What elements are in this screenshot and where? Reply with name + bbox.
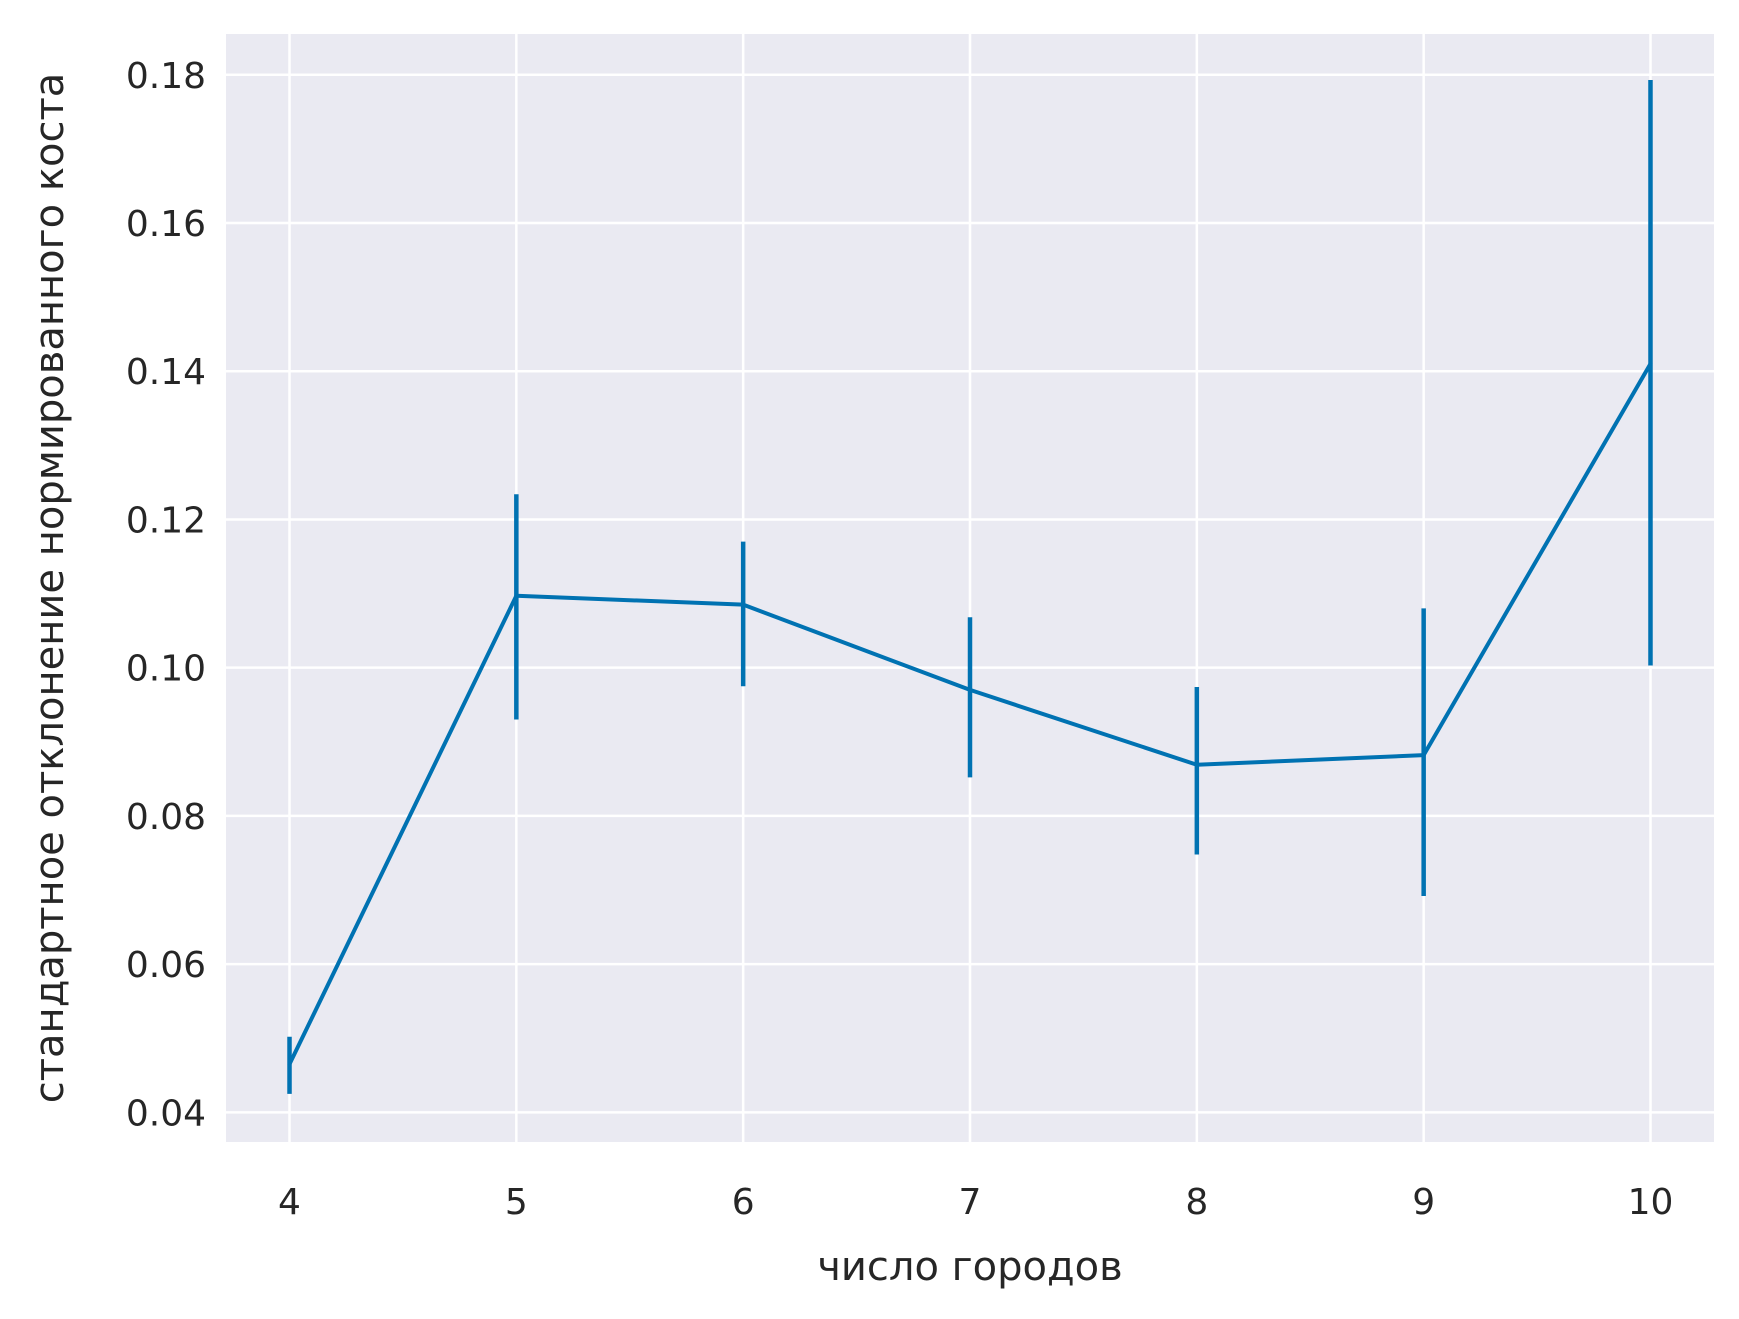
y-tick-label: 0.04 [126, 1093, 206, 1134]
x-tick-label: 7 [959, 1182, 982, 1223]
data-point [741, 602, 746, 607]
x-tick-label: 5 [505, 1182, 528, 1223]
tick-labels: 4 5 6 7 8 9 10 0.04 0.06 0.08 0.10 0.12 0.14 0.16 0.18 [126, 56, 1674, 1223]
y-tick-label: 0.08 [126, 797, 206, 838]
y-tick-label: 0.16 [126, 204, 206, 245]
data-point [1194, 762, 1199, 767]
x-tick-label: 6 [732, 1182, 755, 1223]
data-point [968, 687, 972, 692]
y-axis-label: стандартное отклонение нормированного ко… [27, 73, 73, 1104]
data-point [287, 1062, 292, 1067]
x-tick-label: 9 [1412, 1182, 1435, 1223]
x-axis-label: число городов [817, 1244, 1122, 1290]
x-tick-label: 4 [278, 1182, 301, 1223]
y-tick-label: 0.10 [126, 649, 206, 690]
data-point [1648, 361, 1653, 366]
data-point [1421, 753, 1426, 758]
x-tick-label: 10 [1628, 1182, 1674, 1223]
y-tick-label: 0.18 [126, 56, 206, 97]
data-point [514, 593, 519, 598]
y-tick-label: 0.14 [126, 352, 206, 393]
x-tick-label: 8 [1185, 1182, 1208, 1223]
y-tick-label: 0.06 [126, 945, 206, 986]
series-layer [287, 79, 1653, 1094]
y-tick-label: 0.12 [126, 500, 206, 541]
